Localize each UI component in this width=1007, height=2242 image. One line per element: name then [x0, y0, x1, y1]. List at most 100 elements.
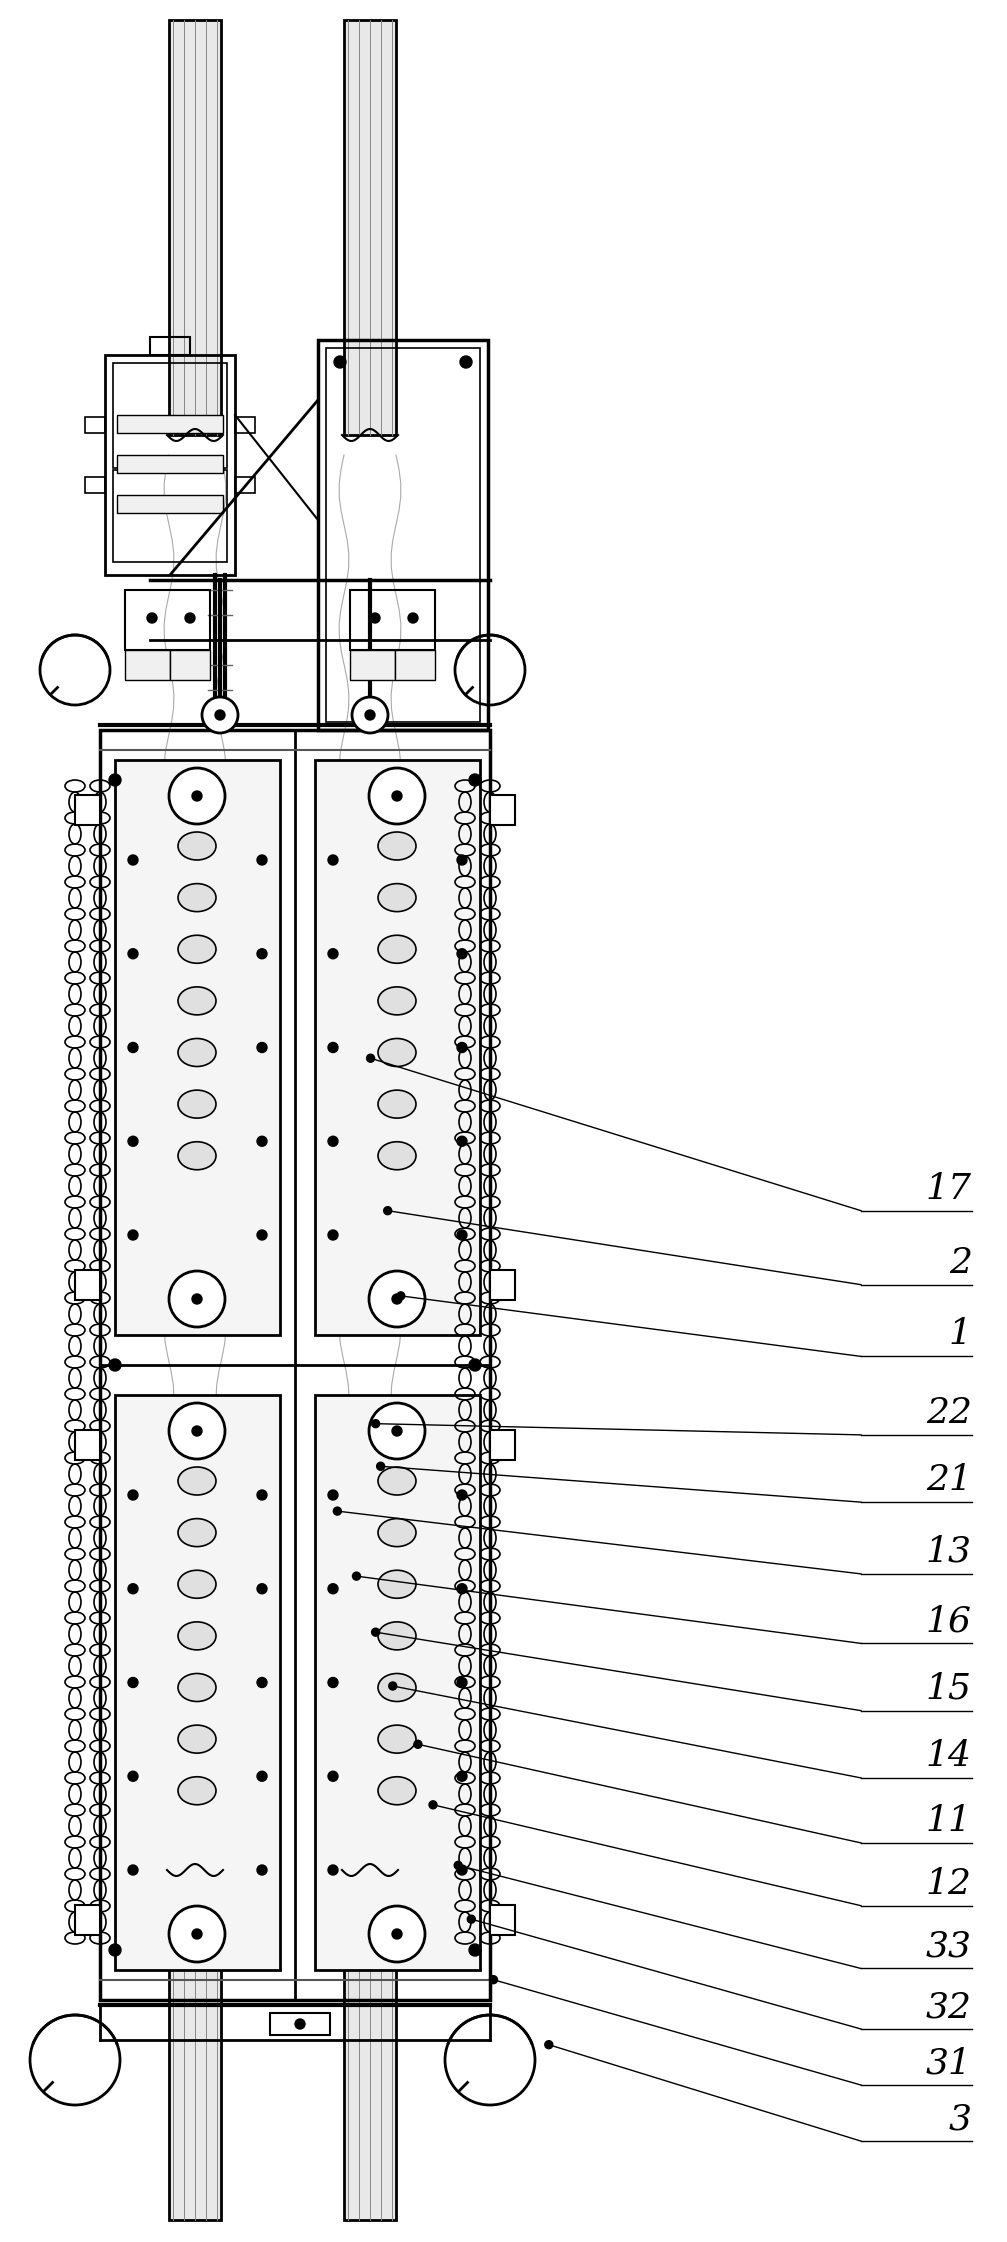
Bar: [75, 796, 100, 825]
Circle shape: [169, 1403, 225, 1460]
Bar: [85, 478, 105, 493]
Ellipse shape: [178, 1038, 215, 1067]
Circle shape: [457, 1137, 467, 1146]
Circle shape: [457, 1677, 467, 1688]
Circle shape: [369, 1906, 425, 1962]
Ellipse shape: [178, 1621, 215, 1650]
Bar: [490, 1269, 515, 1300]
Ellipse shape: [378, 986, 416, 1016]
Bar: [169, 1870, 221, 2220]
Circle shape: [489, 1975, 497, 1984]
Circle shape: [328, 1491, 338, 1500]
Text: 16: 16: [925, 1605, 972, 1639]
Ellipse shape: [378, 883, 416, 912]
Text: 12: 12: [925, 1868, 972, 1901]
Circle shape: [257, 1583, 267, 1594]
Circle shape: [128, 948, 138, 960]
Bar: [270, 2013, 330, 2036]
Circle shape: [328, 1583, 338, 1594]
Circle shape: [128, 1771, 138, 1780]
Circle shape: [457, 1043, 467, 1051]
Ellipse shape: [378, 1038, 416, 1067]
Circle shape: [457, 948, 467, 960]
Bar: [395, 650, 435, 679]
Circle shape: [257, 1771, 267, 1780]
Circle shape: [457, 1583, 467, 1594]
Bar: [150, 336, 190, 354]
Ellipse shape: [178, 1776, 215, 1805]
Bar: [490, 1906, 515, 1935]
Circle shape: [257, 1137, 267, 1146]
Ellipse shape: [378, 1518, 416, 1547]
Bar: [235, 478, 255, 493]
Bar: [100, 731, 490, 2000]
Bar: [117, 415, 223, 433]
Circle shape: [295, 2020, 305, 2029]
Bar: [85, 417, 105, 433]
Bar: [75, 1906, 100, 1935]
Circle shape: [328, 1231, 338, 1240]
Circle shape: [457, 1231, 467, 1240]
Ellipse shape: [178, 1518, 215, 1547]
Ellipse shape: [378, 1724, 416, 1753]
Bar: [315, 1395, 480, 1971]
Ellipse shape: [178, 935, 215, 964]
Ellipse shape: [378, 1621, 416, 1650]
Text: 22: 22: [925, 1397, 972, 1430]
Circle shape: [469, 1359, 481, 1372]
Circle shape: [369, 1271, 425, 1327]
Ellipse shape: [178, 1090, 215, 1119]
Circle shape: [109, 1944, 121, 1955]
Circle shape: [369, 769, 425, 825]
Ellipse shape: [378, 832, 416, 861]
Text: 17: 17: [925, 1173, 972, 1206]
Circle shape: [257, 1491, 267, 1500]
Bar: [344, 1870, 396, 2220]
Text: 2: 2: [949, 1247, 972, 1280]
Bar: [315, 760, 480, 1334]
Circle shape: [460, 356, 472, 368]
Bar: [115, 760, 280, 1334]
Circle shape: [408, 612, 418, 623]
Circle shape: [392, 1294, 402, 1305]
Bar: [490, 1430, 515, 1460]
Bar: [235, 417, 255, 433]
Ellipse shape: [178, 1141, 215, 1170]
Circle shape: [369, 769, 425, 825]
Circle shape: [457, 1865, 467, 1874]
Circle shape: [257, 1231, 267, 1240]
Text: 3: 3: [949, 2103, 972, 2137]
Circle shape: [369, 1403, 425, 1460]
Circle shape: [192, 1928, 202, 1939]
Circle shape: [454, 1861, 462, 1870]
Bar: [117, 455, 223, 473]
Ellipse shape: [378, 1141, 416, 1170]
Circle shape: [109, 773, 121, 787]
Circle shape: [369, 1906, 425, 1962]
Bar: [318, 341, 488, 731]
Text: 1: 1: [949, 1318, 972, 1352]
Bar: [75, 1430, 100, 1460]
Ellipse shape: [178, 1724, 215, 1753]
Circle shape: [169, 1906, 225, 1962]
Text: 14: 14: [925, 1740, 972, 1773]
Circle shape: [328, 1677, 338, 1688]
Circle shape: [352, 697, 388, 733]
Bar: [113, 363, 227, 469]
Ellipse shape: [378, 1776, 416, 1805]
Text: 13: 13: [925, 1536, 972, 1569]
Ellipse shape: [178, 1569, 215, 1599]
Text: 15: 15: [925, 1673, 972, 1706]
Circle shape: [457, 1771, 467, 1780]
Ellipse shape: [178, 883, 215, 912]
Circle shape: [352, 1572, 361, 1581]
Ellipse shape: [178, 1673, 215, 1702]
Circle shape: [429, 1800, 437, 1809]
Circle shape: [392, 791, 402, 800]
Circle shape: [169, 1271, 225, 1327]
Circle shape: [328, 1865, 338, 1874]
Circle shape: [469, 773, 481, 787]
Circle shape: [257, 1677, 267, 1688]
Circle shape: [457, 1491, 467, 1500]
Circle shape: [257, 948, 267, 960]
